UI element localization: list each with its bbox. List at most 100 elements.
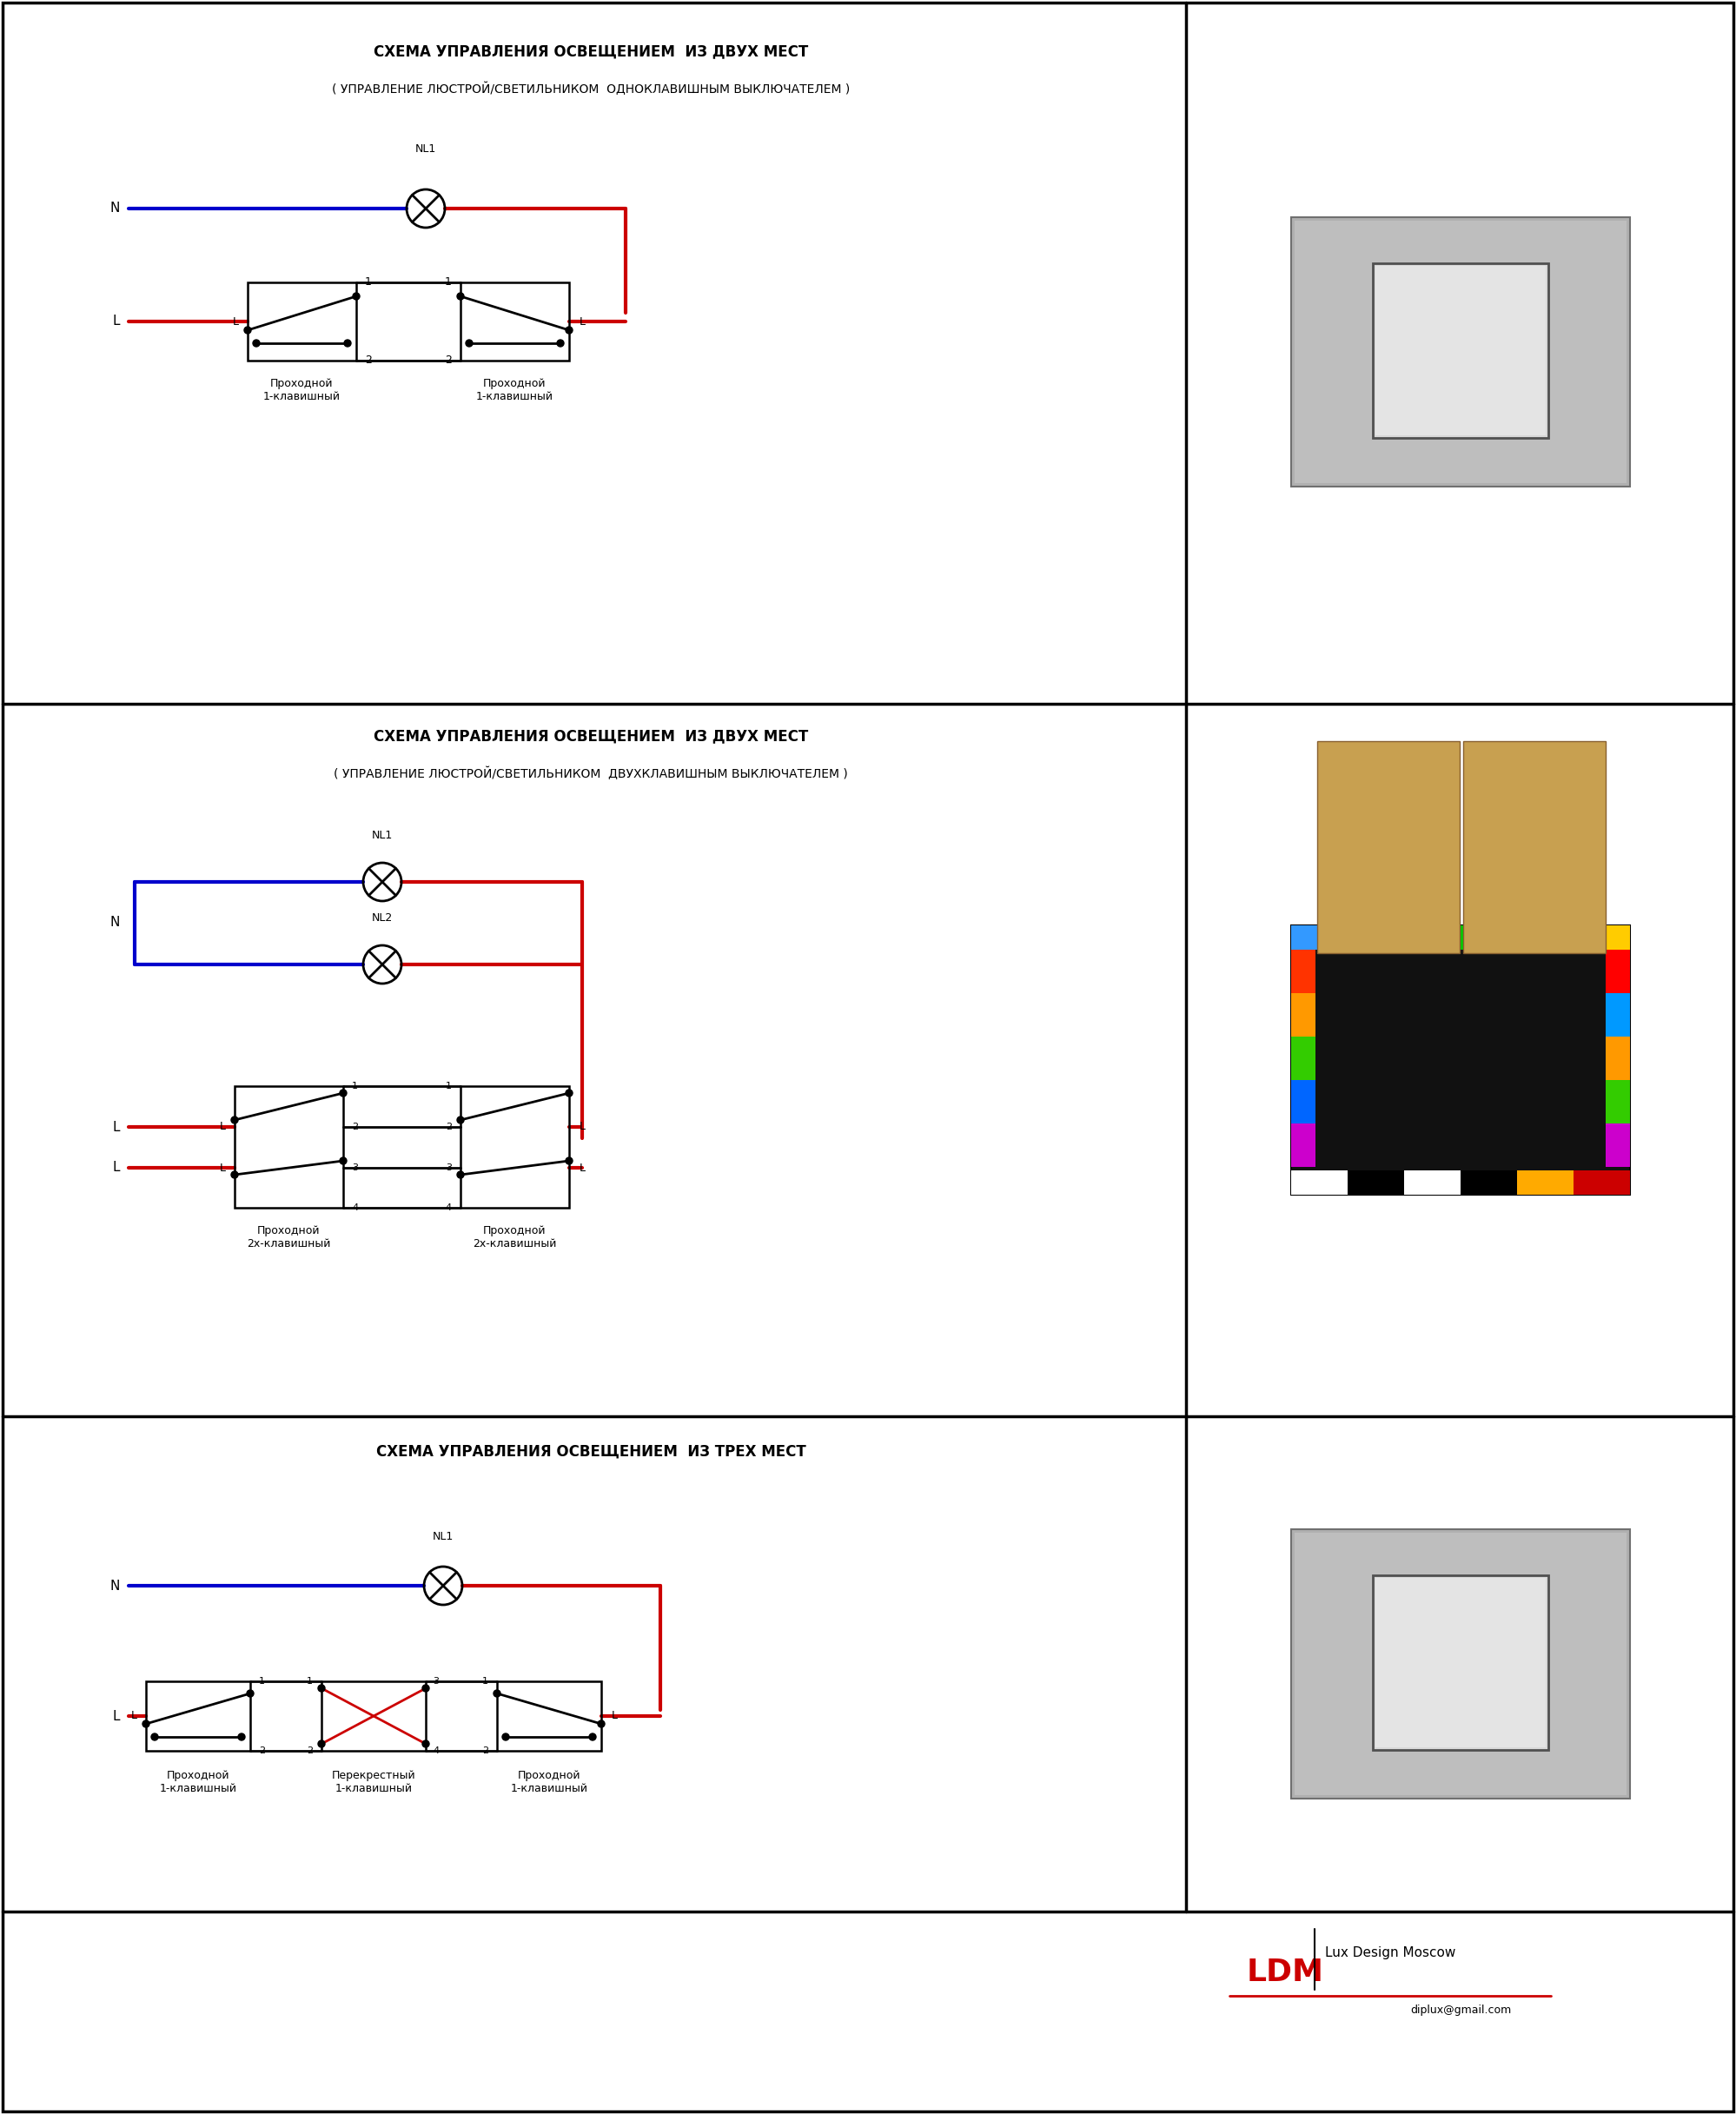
Text: 2: 2	[352, 1123, 358, 1131]
Bar	[1373, 1575, 1549, 1750]
Text: L: L	[113, 1710, 120, 1723]
Text: 1: 1	[483, 1676, 488, 1685]
Bar	[1292, 926, 1630, 1194]
Text: L: L	[220, 1120, 226, 1133]
Text: NL1: NL1	[372, 831, 392, 841]
Bar	[1517, 926, 1573, 949]
Bar	[1292, 218, 1630, 486]
Bar	[1606, 1080, 1630, 1123]
Bar	[1573, 926, 1630, 949]
Text: 4: 4	[352, 1203, 358, 1211]
Bar	[1318, 742, 1460, 953]
Text: 1: 1	[259, 1676, 266, 1685]
Bar	[460, 283, 569, 361]
Bar	[1292, 1080, 1316, 1123]
Circle shape	[493, 1689, 500, 1698]
Text: 3: 3	[352, 1163, 358, 1171]
Text: Проходной
1-клавишный: Проходной 1-клавишный	[160, 1769, 236, 1795]
Circle shape	[151, 1733, 158, 1740]
Circle shape	[422, 1685, 429, 1691]
Bar	[1295, 220, 1627, 484]
Bar	[1373, 264, 1549, 438]
Bar	[1606, 994, 1630, 1036]
Bar	[1347, 1171, 1404, 1194]
Bar	[1375, 266, 1545, 435]
Text: 1: 1	[307, 1676, 312, 1685]
Circle shape	[231, 1116, 238, 1123]
Circle shape	[142, 1721, 149, 1727]
Bar	[1404, 926, 1460, 949]
Bar	[1460, 926, 1517, 949]
Text: Lux Design Moscow: Lux Design Moscow	[1325, 1947, 1457, 1960]
Text: СХЕМА УПРАВЛЕНИЯ ОСВЕЩЕНИЕМ  ИЗ ДВУХ МЕСТ: СХЕМА УПРАВЛЕНИЯ ОСВЕЩЕНИЕМ ИЗ ДВУХ МЕСТ	[373, 44, 809, 59]
Circle shape	[318, 1740, 325, 1748]
Text: N: N	[109, 915, 120, 930]
Bar	[1292, 926, 1347, 949]
Circle shape	[457, 1171, 464, 1177]
Circle shape	[231, 1171, 238, 1177]
Bar	[1517, 1171, 1573, 1194]
Text: L: L	[113, 315, 120, 328]
Circle shape	[340, 1156, 347, 1165]
Circle shape	[502, 1733, 509, 1740]
Circle shape	[597, 1721, 604, 1727]
Bar	[321, 1681, 425, 1750]
Circle shape	[566, 1089, 573, 1097]
Bar	[248, 283, 356, 361]
Circle shape	[566, 328, 573, 334]
Text: 4: 4	[432, 1746, 439, 1755]
Bar	[1573, 1171, 1630, 1194]
Bar	[1292, 949, 1316, 994]
Circle shape	[589, 1733, 595, 1740]
Text: ( УПРАВЛЕНИЕ ЛЮСТРОЙ/СВЕТИЛЬНИКОМ  ДВУХКЛАВИШНЫМ ВЫКЛЮЧАТЕЛЕМ ): ( УПРАВЛЕНИЕ ЛЮСТРОЙ/СВЕТИЛЬНИКОМ ДВУХКЛ…	[333, 767, 847, 780]
Bar	[1463, 742, 1606, 953]
Text: L: L	[113, 1120, 120, 1133]
Circle shape	[340, 1089, 347, 1097]
Text: NL1: NL1	[432, 1531, 453, 1543]
Bar	[1460, 1171, 1517, 1194]
Text: СХЕМА УПРАВЛЕНИЯ ОСВЕЩЕНИЕМ  ИЗ ДВУХ МЕСТ: СХЕМА УПРАВЛЕНИЯ ОСВЕЩЕНИЕМ ИЗ ДВУХ МЕСТ	[373, 727, 809, 744]
Text: L: L	[132, 1710, 137, 1721]
Text: 1: 1	[365, 277, 372, 288]
Circle shape	[422, 1740, 429, 1748]
Circle shape	[457, 294, 464, 300]
Bar	[1606, 1123, 1630, 1167]
Text: 1: 1	[444, 277, 451, 288]
Bar	[1295, 1533, 1627, 1795]
Text: L: L	[220, 1163, 226, 1173]
Bar	[1375, 1577, 1545, 1748]
Text: L: L	[113, 1161, 120, 1173]
Text: 2: 2	[483, 1746, 488, 1755]
Text: N: N	[109, 203, 120, 216]
Circle shape	[352, 294, 359, 300]
Text: L: L	[580, 1163, 585, 1173]
Bar	[1292, 1036, 1316, 1080]
Text: 4: 4	[446, 1203, 451, 1211]
Bar	[460, 1087, 569, 1207]
Text: L: L	[233, 315, 240, 328]
Text: Проходной
2х-клавишный: Проходной 2х-клавишный	[247, 1226, 330, 1249]
Text: 2: 2	[446, 1123, 451, 1131]
Circle shape	[247, 1689, 253, 1698]
Circle shape	[238, 1733, 245, 1740]
Circle shape	[566, 1156, 573, 1165]
Text: 1: 1	[446, 1082, 451, 1091]
Circle shape	[318, 1685, 325, 1691]
Text: 1: 1	[352, 1082, 358, 1091]
Text: 2: 2	[365, 355, 372, 366]
Bar	[1347, 926, 1404, 949]
Bar	[1292, 994, 1316, 1036]
Text: 3: 3	[432, 1676, 439, 1685]
Text: NL1: NL1	[415, 144, 436, 154]
Bar	[1292, 1528, 1630, 1799]
Bar	[1292, 1171, 1347, 1194]
Bar	[146, 1681, 250, 1750]
Text: Проходной
1-клавишный: Проходной 1-клавишный	[262, 378, 340, 402]
Circle shape	[344, 340, 351, 347]
Circle shape	[457, 1116, 464, 1123]
Text: diplux@gmail.com: diplux@gmail.com	[1410, 2004, 1510, 2017]
Text: СХЕМА УПРАВЛЕНИЯ ОСВЕЩЕНИЕМ  ИЗ ТРЕХ МЕСТ: СХЕМА УПРАВЛЕНИЯ ОСВЕЩЕНИЕМ ИЗ ТРЕХ МЕСТ	[377, 1444, 806, 1461]
Text: NL2: NL2	[372, 913, 392, 924]
Text: Проходной
1-клавишный: Проходной 1-клавишный	[510, 1769, 589, 1795]
Text: LDM: LDM	[1246, 1958, 1325, 1987]
